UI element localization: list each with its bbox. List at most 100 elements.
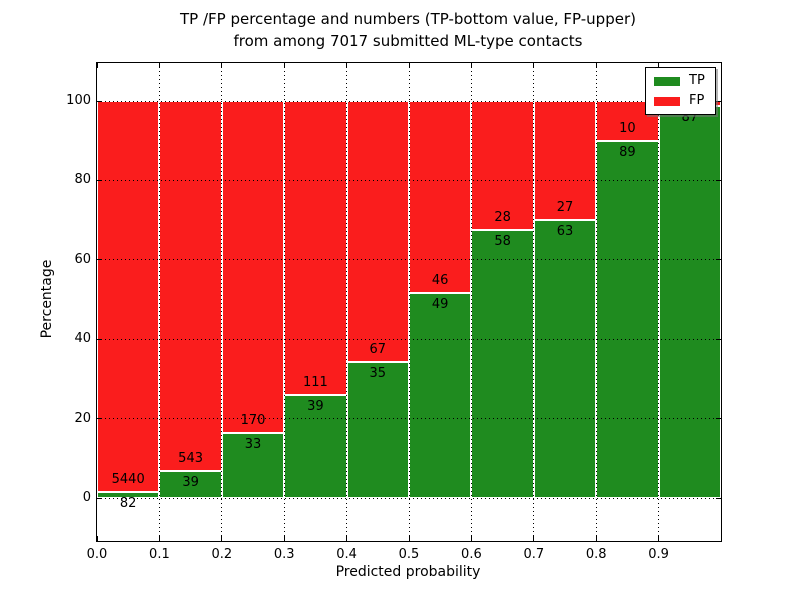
bar-segment-fp xyxy=(346,101,409,362)
x-tick-label: 0.1 xyxy=(149,547,170,562)
bar-segment-tp xyxy=(159,471,222,498)
x-tick-mark xyxy=(408,536,410,541)
x-tick-mark xyxy=(595,536,597,541)
x-tick-mark xyxy=(533,536,535,541)
y-tick-mark xyxy=(716,418,721,420)
x-tick-label: 0.7 xyxy=(523,547,545,562)
x-tick-mark xyxy=(283,536,285,541)
x-gridline xyxy=(158,63,160,541)
chart-title: TP /FP percentage and numbers (TP-bottom… xyxy=(96,8,720,52)
y-tick-mark xyxy=(97,338,102,340)
chart-title-line2: from among 7017 submitted ML-type contac… xyxy=(233,32,583,50)
fp-count-label: 111 xyxy=(302,374,328,390)
y-tick-label: 80 xyxy=(74,172,91,188)
x-tick-mark xyxy=(408,63,410,68)
y-tick-mark xyxy=(97,259,102,261)
y-tick-mark xyxy=(97,179,102,181)
x-tick-mark xyxy=(283,63,285,68)
tp-count-label: 89 xyxy=(619,145,636,161)
tp-count-label: 39 xyxy=(307,398,324,414)
x-gridline xyxy=(283,63,285,541)
fp-count-label: 5440 xyxy=(111,472,145,488)
bar-segment-tp xyxy=(97,492,160,498)
bar-segment-fp xyxy=(533,101,597,221)
bar-segment-fp xyxy=(97,101,160,493)
fp-count-label: 170 xyxy=(240,413,266,429)
y-tick-mark xyxy=(716,179,721,181)
x-tick-label: 0.2 xyxy=(211,547,233,562)
y-tick-mark xyxy=(716,497,721,499)
bar-segment-fp xyxy=(409,101,472,294)
bar-segment-fp xyxy=(284,101,347,395)
x-gridline xyxy=(595,63,597,541)
tp-legend-swatch-icon xyxy=(654,76,680,86)
tp-count-label: 39 xyxy=(182,475,199,491)
x-tick-label: 0.5 xyxy=(398,547,420,562)
x-gridline xyxy=(658,63,660,541)
y-tick-mark xyxy=(716,338,721,340)
tp-legend-label: TP xyxy=(689,73,705,88)
y-tick-mark xyxy=(716,259,721,261)
x-tick-mark xyxy=(96,536,98,541)
x-tick-mark xyxy=(470,536,472,541)
bar-segment-tp xyxy=(284,394,347,498)
x-tick-mark xyxy=(158,536,160,541)
y-tick-label: 20 xyxy=(74,410,91,426)
fp-count-label: 46 xyxy=(431,273,449,289)
legend: TP FP xyxy=(645,67,716,115)
x-gridline xyxy=(408,63,410,541)
bar-segment-tp xyxy=(596,141,659,498)
y-tick-mark xyxy=(97,418,102,420)
y-tick-mark xyxy=(716,100,721,102)
fp-count-label: 28 xyxy=(494,210,511,226)
fp-count-label: 10 xyxy=(619,121,636,137)
tp-count-label: 82 xyxy=(119,496,137,512)
chart-title-line1: TP /FP percentage and numbers (TP-bottom… xyxy=(180,10,636,28)
x-tick-mark xyxy=(221,536,223,541)
legend-item-tp: TP xyxy=(654,74,705,88)
x-tick-mark xyxy=(595,63,597,68)
bar-segment-tp xyxy=(346,361,409,498)
fp-legend-swatch-icon xyxy=(654,96,680,106)
x-tick-mark xyxy=(658,63,660,68)
tp-count-label: 35 xyxy=(369,365,387,381)
plot-area: 5440 82 543 39 170 33 111 39 67 35 46 49 28 58 27 63 10 8… xyxy=(66,62,722,562)
y-tick-label: 40 xyxy=(74,331,91,347)
y-tick-label: 60 xyxy=(74,251,91,267)
x-tick-mark xyxy=(221,63,223,68)
tp-count-label: 58 xyxy=(494,234,511,250)
y-tick-mark xyxy=(97,497,102,499)
x-tick-mark xyxy=(158,63,160,68)
x-tick-label: 0.3 xyxy=(273,547,295,562)
x-tick-mark xyxy=(658,536,660,541)
bar-segment-fp xyxy=(221,101,285,434)
tp-count-label: 63 xyxy=(556,224,574,240)
bar-segment-fp xyxy=(471,101,534,231)
bar-segment-tp xyxy=(658,105,721,498)
fp-legend-label: FP xyxy=(689,93,705,108)
x-tick-mark xyxy=(346,536,348,541)
x-tick-label: 0.9 xyxy=(648,547,669,562)
bar-segment-tp xyxy=(533,220,597,498)
x-gridline xyxy=(533,63,535,541)
tp-count-label: 49 xyxy=(431,297,449,313)
y-axis-label: Percentage xyxy=(39,259,55,339)
x-tick-mark xyxy=(470,63,472,68)
y-tick-label: 0 xyxy=(82,490,91,505)
bar-segment-fp xyxy=(159,101,222,472)
x-tick-mark xyxy=(346,63,348,68)
fp-count-label: 543 xyxy=(178,451,203,467)
y-tick-mark xyxy=(97,100,102,102)
x-gridline xyxy=(470,63,472,541)
bar-segment-tp xyxy=(471,230,534,498)
x-tick-label: 0.6 xyxy=(461,547,482,562)
bar-segment-tp xyxy=(409,293,472,498)
fp-count-label: 27 xyxy=(556,200,574,216)
bar-segment-tp xyxy=(221,433,285,498)
x-tick-label: 0.8 xyxy=(585,547,607,562)
y-tick-label: 100 xyxy=(66,93,91,108)
tp-count-label: 33 xyxy=(244,437,262,453)
legend-item-fp: FP xyxy=(654,94,705,108)
x-axis-label: Predicted probability xyxy=(335,564,481,580)
x-gridline xyxy=(346,63,348,541)
